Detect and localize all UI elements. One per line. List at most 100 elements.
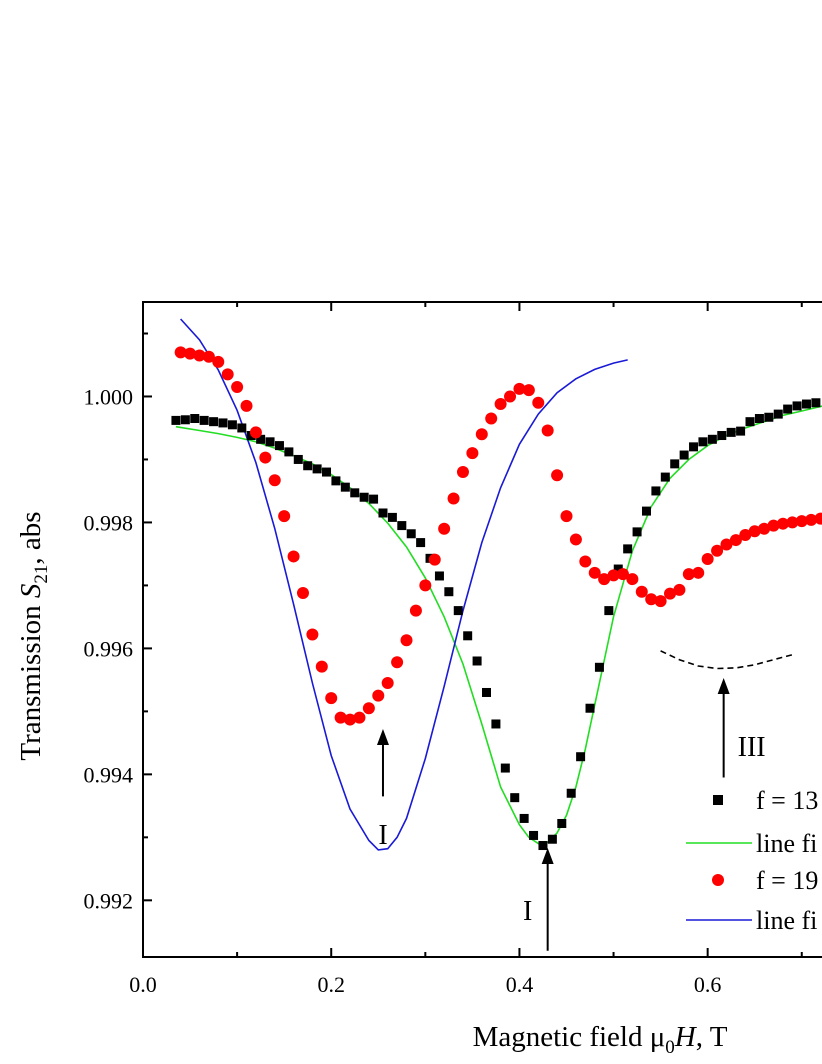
square-point — [726, 427, 736, 437]
circle-point — [513, 382, 526, 395]
square-point — [717, 431, 727, 441]
circle-point — [391, 656, 404, 669]
circle-point — [409, 604, 422, 617]
circle-point — [635, 585, 648, 598]
square-point — [359, 492, 369, 502]
square-point — [707, 434, 717, 444]
circle-point — [654, 595, 667, 608]
square-point — [604, 606, 614, 616]
square-point — [472, 656, 482, 666]
legend: f = 13 line fi f = 19 line fi — [686, 786, 818, 935]
circle-point — [795, 515, 808, 528]
square-point — [689, 442, 699, 452]
circle-point — [551, 469, 564, 482]
square-point — [350, 488, 360, 498]
square-point — [303, 461, 313, 471]
square-point — [641, 506, 651, 516]
square-point — [547, 834, 557, 844]
square-point — [623, 544, 633, 554]
circle-point — [353, 711, 366, 724]
circle-point — [682, 568, 695, 581]
y-tick-label: 0.996 — [84, 636, 134, 661]
square-point — [698, 437, 708, 447]
square-point — [585, 703, 595, 713]
circle-point — [344, 713, 357, 726]
square-point — [274, 441, 284, 451]
square-point — [190, 414, 200, 424]
y-tick-label: 0.998 — [84, 510, 134, 535]
legend-label: line fi — [756, 829, 817, 858]
circle-point — [532, 396, 545, 409]
plot-border — [142, 301, 822, 958]
square-point — [340, 482, 350, 492]
circle-point — [315, 660, 328, 673]
square-point — [613, 564, 623, 574]
square-point — [491, 719, 501, 729]
circle-point — [701, 552, 714, 565]
circle-point — [758, 522, 771, 535]
square-point — [651, 486, 661, 496]
series-layer — [171, 318, 822, 851]
circle-point — [711, 544, 724, 557]
square-point — [538, 841, 548, 851]
circle-point — [664, 587, 677, 600]
circle-point — [447, 492, 460, 505]
square-point — [594, 662, 604, 672]
square-point — [293, 454, 303, 464]
circle-point — [193, 349, 206, 362]
annotation-arrow-head — [717, 677, 730, 694]
circle-point — [598, 573, 611, 586]
circle-point — [729, 534, 742, 547]
circle-point — [626, 573, 639, 586]
circle-point — [184, 347, 197, 360]
x-axis-title: Magnetic field μ0H, T — [473, 1021, 728, 1058]
square-point — [171, 415, 181, 425]
x-axis: 0.0 0.2 0.4 0.6 — [129, 302, 803, 997]
annotation-arrow-head — [541, 848, 554, 865]
y-axis: 0.992 0.994 0.996 0.998 1.000 — [84, 332, 152, 913]
square-point — [256, 434, 266, 444]
plot-frame — [142, 301, 822, 958]
square-point — [406, 529, 416, 539]
square-point — [312, 464, 322, 474]
y-tick-label: 0.992 — [84, 888, 134, 913]
annotation-label: I — [523, 896, 532, 927]
square-point — [519, 813, 529, 823]
circle-point — [296, 586, 309, 599]
circle-point — [419, 579, 432, 592]
square-point — [576, 752, 586, 762]
square-point — [679, 450, 689, 460]
circle-point — [739, 529, 752, 542]
square-point — [416, 538, 426, 548]
legend-marker-square — [713, 795, 723, 805]
circle-point — [381, 677, 394, 690]
circle-point — [325, 692, 338, 705]
y-axis-title: Transmission S21, abs — [15, 511, 52, 760]
circle-point — [560, 510, 573, 523]
square-point — [557, 818, 567, 828]
circle-point — [673, 583, 686, 596]
circle-point — [249, 426, 262, 439]
circle-point — [748, 525, 761, 538]
circle-point — [306, 628, 319, 641]
square-point — [237, 423, 247, 433]
square-point — [284, 447, 294, 457]
legend-marker-circle — [712, 874, 724, 886]
x-tick-label: 0.6 — [694, 972, 722, 997]
circle-point — [814, 512, 822, 525]
circle-point — [362, 702, 375, 715]
circle-point — [579, 555, 592, 568]
annotation-label: I — [378, 820, 387, 851]
square-point — [463, 631, 473, 641]
square-point — [566, 788, 576, 798]
square-point — [227, 420, 237, 430]
circle-point — [569, 533, 582, 546]
circle-point — [372, 689, 385, 702]
square-point — [783, 404, 793, 414]
circle-point — [221, 368, 234, 381]
circle-point — [202, 350, 215, 363]
square-point — [529, 830, 539, 840]
circle-point — [607, 569, 620, 582]
square-point — [434, 571, 444, 581]
